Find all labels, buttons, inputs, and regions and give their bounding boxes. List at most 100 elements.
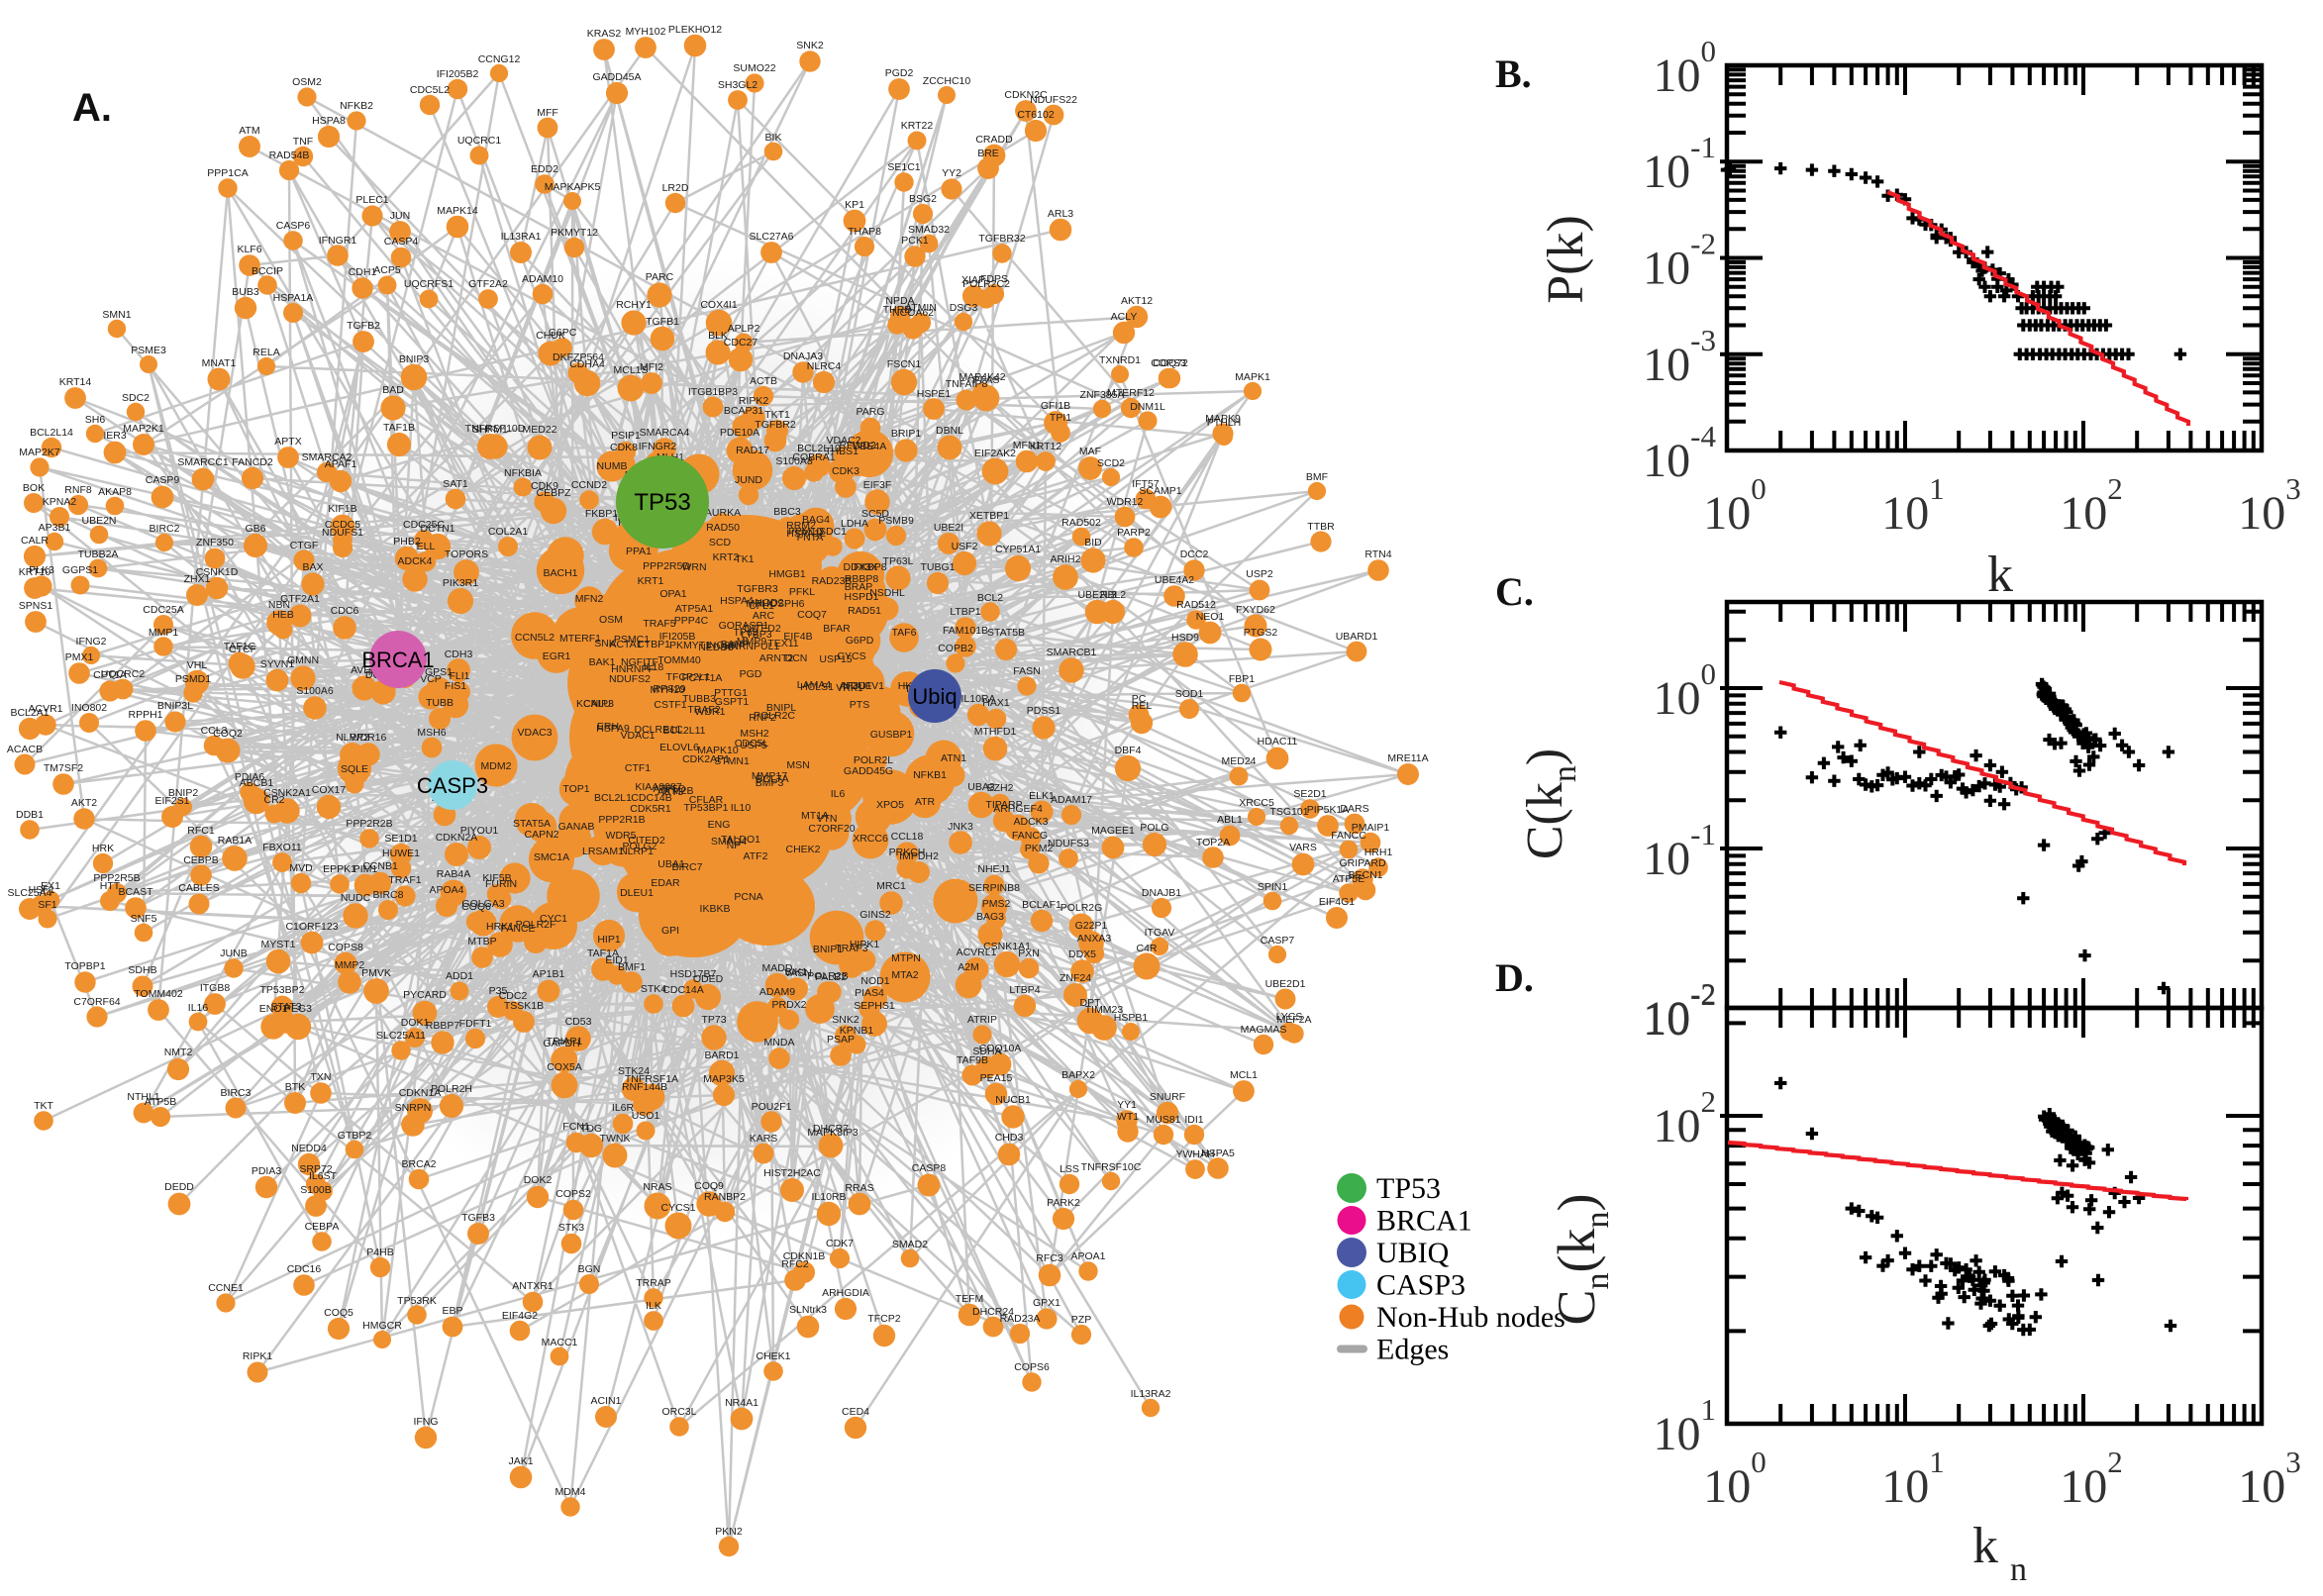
svg-text:AKAP8: AKAP8 — [98, 486, 132, 498]
svg-text:TP53RK: TP53RK — [397, 1295, 437, 1307]
svg-text:TRAF1: TRAF1 — [388, 874, 421, 886]
svg-text:TNFRSF10C: TNFRSF10C — [1081, 1161, 1142, 1173]
svg-text:APLP2: APLP2 — [728, 323, 760, 335]
svg-text:SLC27A6: SLC27A6 — [750, 231, 794, 243]
svg-text:STAT3: STAT3 — [270, 1001, 301, 1013]
svg-text:TEX11: TEX11 — [767, 638, 798, 649]
svg-text:ARC: ARC — [753, 610, 775, 622]
svg-text:CR2: CR2 — [263, 794, 284, 806]
svg-text:UQCRC2: UQCRC2 — [101, 668, 145, 680]
svg-text:JUND: JUND — [735, 474, 762, 486]
svg-text:PTS: PTS — [850, 699, 869, 711]
svg-text:KCNIP3: KCNIP3 — [576, 698, 614, 710]
svg-text:TP63: TP63 — [733, 627, 758, 639]
svg-text:RRM2: RRM2 — [786, 520, 816, 532]
svg-text:CEBPA: CEBPA — [305, 1221, 340, 1233]
svg-text:COL2A1: COL2A1 — [488, 526, 528, 538]
svg-text:CYC1: CYC1 — [540, 913, 567, 925]
svg-text:MMP17: MMP17 — [752, 770, 787, 782]
svg-text:PARP2: PARP2 — [1117, 527, 1151, 539]
svg-text:ACACB: ACACB — [7, 744, 43, 755]
svg-text:COQ72: COQ72 — [1153, 357, 1188, 369]
svg-text:ACVRL1: ACVRL1 — [957, 947, 997, 958]
svg-text:BMF: BMF — [1306, 471, 1328, 483]
svg-text:SLC25A11: SLC25A11 — [376, 1030, 426, 1042]
svg-text:XIAP: XIAP — [961, 274, 985, 286]
svg-text:KLF6: KLF6 — [237, 244, 261, 255]
svg-text:IFNG2: IFNG2 — [76, 636, 107, 648]
svg-text:RAB4A: RAB4A — [437, 868, 470, 880]
svg-text:ELOVL6: ELOVL6 — [659, 742, 699, 753]
svg-text:KRT22: KRT22 — [901, 120, 934, 132]
svg-text:CALR: CALR — [21, 535, 49, 547]
svg-text:ADAM9: ADAM9 — [759, 986, 795, 998]
svg-text:UBE2D1: UBE2D1 — [1265, 978, 1306, 990]
svg-text:TEFM: TEFM — [956, 1293, 984, 1305]
svg-text:PMX1: PMX1 — [65, 651, 94, 663]
svg-text:LSS: LSS — [1060, 1163, 1079, 1175]
svg-text:BGN: BGN — [578, 1263, 601, 1275]
svg-text:TM7SF2: TM7SF2 — [44, 762, 83, 774]
svg-text:CHD3: CHD3 — [995, 1132, 1024, 1144]
svg-text:HIST2H2AC: HIST2H2AC — [763, 1167, 821, 1179]
svg-text:PZP: PZP — [1071, 1314, 1091, 1326]
svg-text:RAB1A: RAB1A — [218, 835, 252, 847]
svg-text:SMAD32: SMAD32 — [908, 224, 950, 236]
svg-text:DDX5: DDX5 — [1068, 948, 1096, 960]
svg-text:MAPK10: MAPK10 — [697, 745, 739, 756]
svg-text:FLI1: FLI1 — [449, 670, 469, 682]
svg-text:PPP2R5B: PPP2R5B — [93, 872, 140, 884]
svg-text:CSNK1D: CSNK1D — [196, 566, 239, 578]
svg-text:NDUFS2: NDUFS2 — [609, 673, 651, 685]
svg-text:COPS3: COPS3 — [1151, 357, 1186, 369]
svg-text:KIAA0087: KIAA0087 — [635, 781, 681, 793]
svg-text:JUN: JUN — [390, 210, 410, 222]
svg-text:BACH1: BACH1 — [543, 567, 577, 579]
svg-text:ITGAV: ITGAV — [1145, 927, 1175, 939]
svg-text:MTBP: MTBP — [467, 936, 496, 948]
svg-text:ADCK3: ADCK3 — [1013, 816, 1048, 828]
svg-text:RRAS: RRAS — [845, 1182, 873, 1194]
svg-text:ANXA3: ANXA3 — [1077, 933, 1112, 945]
svg-text:GRIPARD: GRIPARD — [1339, 857, 1385, 869]
svg-text:CFLAR: CFLAR — [689, 794, 724, 806]
svg-text:MPHOSPH6: MPHOSPH6 — [747, 598, 805, 610]
svg-text:BNIP1: BNIP1 — [813, 944, 844, 955]
svg-text:EDAR: EDAR — [651, 877, 680, 889]
svg-text:CSNK2A1: CSNK2A1 — [263, 787, 311, 799]
svg-text:AKT3: AKT3 — [657, 786, 683, 798]
svg-text:KRAS2: KRAS2 — [587, 28, 622, 40]
svg-text:PSME3: PSME3 — [131, 345, 166, 356]
svg-text:AURKA: AURKA — [705, 507, 741, 519]
svg-text:KRT14: KRT14 — [59, 376, 92, 388]
svg-text:MUS81: MUS81 — [1146, 1114, 1180, 1126]
svg-text:GADD45A: GADD45A — [592, 71, 641, 83]
svg-text:CASP4: CASP4 — [384, 236, 419, 248]
svg-text:HTT: HTT — [100, 880, 121, 892]
svg-text:MDM4: MDM4 — [556, 1486, 586, 1498]
svg-text:GINS2: GINS2 — [859, 909, 891, 921]
svg-text:NFKBIA: NFKBIA — [504, 467, 542, 479]
svg-text:IFI205B: IFI205B — [659, 631, 696, 643]
svg-text:NUDC: NUDC — [341, 892, 371, 904]
svg-text:PXN: PXN — [1018, 948, 1040, 959]
svg-text:CSNK1A1: CSNK1A1 — [983, 941, 1031, 952]
svg-text:TOP1: TOP1 — [562, 783, 589, 795]
svg-text:NDUFS3: NDUFS3 — [1048, 838, 1089, 849]
svg-text:TGFB1: TGFB1 — [646, 316, 679, 328]
svg-text:RNF8: RNF8 — [64, 484, 92, 496]
svg-text:TP73: TP73 — [701, 1014, 726, 1026]
svg-text:PHB2: PHB2 — [393, 536, 421, 548]
svg-text:CRADD: CRADD — [975, 134, 1013, 146]
svg-text:PC: PC — [1132, 693, 1147, 705]
svg-text:GANAB: GANAB — [558, 821, 595, 833]
svg-text:CDC6: CDC6 — [331, 605, 359, 617]
svg-text:PIP5K1A: PIP5K1A — [1307, 804, 1350, 816]
svg-text:BRCA1: BRCA1 — [1376, 1205, 1472, 1238]
svg-text:SNRPN: SNRPN — [395, 1102, 432, 1114]
svg-text:MSN: MSN — [786, 759, 809, 771]
svg-text:BUB3: BUB3 — [232, 286, 259, 298]
svg-text:MAP4K42: MAP4K42 — [959, 371, 1005, 383]
svg-text:MSH2: MSH2 — [740, 728, 768, 740]
svg-text:ZNF350: ZNF350 — [196, 537, 234, 549]
